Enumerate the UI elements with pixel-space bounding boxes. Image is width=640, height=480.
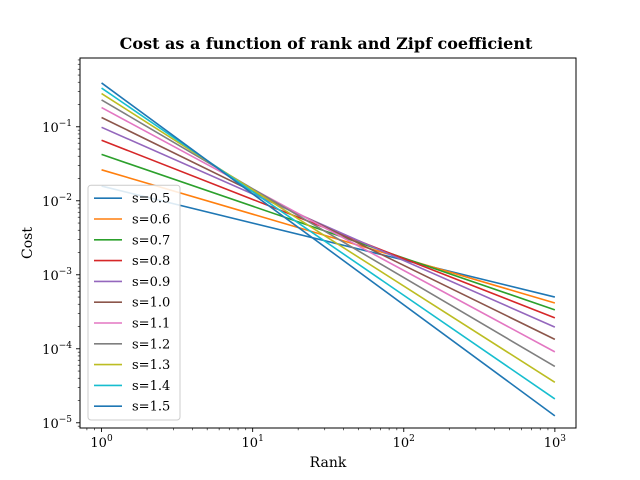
legend-label-3: s=0.8 xyxy=(132,254,170,269)
legend-label-6: s=1.1 xyxy=(132,317,170,332)
y-tick-label-4: 10−5 xyxy=(42,415,72,432)
y-tick-label-2: 10−3 xyxy=(42,267,72,284)
legend-label-2: s=0.7 xyxy=(132,233,170,248)
legend-box xyxy=(87,184,181,421)
series-line-7 xyxy=(101,99,556,368)
x-tick-label-1: 101 xyxy=(242,434,264,451)
series-line-9 xyxy=(101,87,556,400)
legend-label-0: s=0.5 xyxy=(132,192,170,207)
chart-title: Cost as a function of rank and Zipf coef… xyxy=(120,34,533,53)
y-axis-label: Cost xyxy=(20,227,36,259)
y-axis-ticks: 10−1 10−2 10−3 10−4 10−5 xyxy=(42,59,80,432)
legend-label-10: s=1.5 xyxy=(132,400,170,415)
series-line-6 xyxy=(101,106,556,353)
legend: s=0.5 s=0.6 s=0.7 s=0.8 s=0.9 s=1.0 s=1.1 s=1.2… xyxy=(87,184,181,421)
x-axis-label: Rank xyxy=(310,455,347,471)
legend-label-1: s=0.6 xyxy=(132,213,170,228)
x-tick-label-2: 102 xyxy=(393,434,415,451)
y-tick-label-0: 10−1 xyxy=(42,119,72,136)
x-axis-ticks: 100 101 102 103 xyxy=(86,428,567,451)
legend-label-8: s=1.3 xyxy=(132,358,170,373)
legend-label-4: s=0.9 xyxy=(132,275,170,290)
legend-label-5: s=1.0 xyxy=(132,296,170,311)
series-line-2 xyxy=(101,153,556,311)
legend-label-7: s=1.2 xyxy=(132,337,170,352)
series-line-10 xyxy=(101,82,556,417)
series-line-4 xyxy=(101,126,556,328)
y-tick-label-1: 10−2 xyxy=(42,193,72,210)
axes-frame xyxy=(79,57,577,429)
series-line-5 xyxy=(101,116,556,341)
legend-label-9: s=1.4 xyxy=(132,379,170,394)
x-tick-label-3: 103 xyxy=(544,434,567,451)
x-tick-label-0: 100 xyxy=(90,434,113,451)
y-tick-label-3: 10−4 xyxy=(42,341,72,358)
series-line-8 xyxy=(101,92,556,384)
